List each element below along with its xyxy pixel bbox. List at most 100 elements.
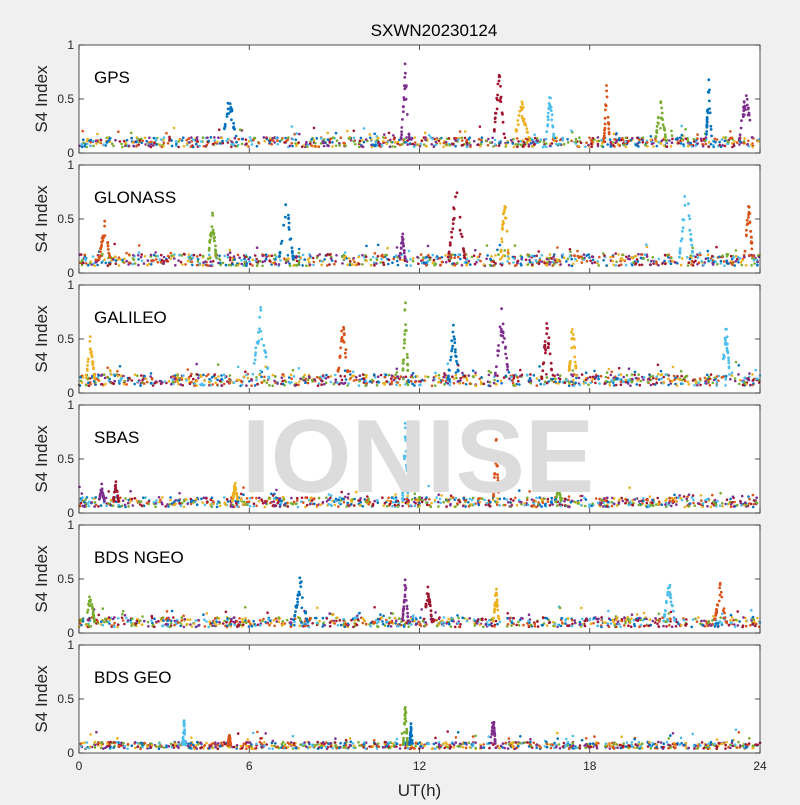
data-point bbox=[571, 328, 574, 331]
data-point bbox=[489, 258, 492, 261]
data-point bbox=[740, 261, 743, 264]
data-point bbox=[462, 249, 465, 252]
data-point bbox=[500, 307, 503, 310]
data-point bbox=[365, 260, 368, 263]
data-point bbox=[666, 145, 669, 148]
data-point bbox=[646, 145, 649, 148]
data-point bbox=[738, 137, 741, 140]
data-point bbox=[216, 384, 219, 387]
data-point bbox=[203, 618, 206, 621]
data-point bbox=[622, 254, 625, 257]
data-point bbox=[234, 482, 237, 485]
data-point bbox=[731, 372, 734, 375]
data-point bbox=[637, 253, 640, 256]
data-point bbox=[755, 369, 758, 372]
data-point bbox=[410, 380, 413, 383]
data-point bbox=[597, 378, 600, 381]
data-point bbox=[672, 499, 675, 502]
data-point bbox=[172, 616, 175, 619]
data-point bbox=[589, 260, 592, 263]
data-point bbox=[670, 130, 673, 133]
data-point bbox=[521, 256, 524, 259]
data-point bbox=[93, 380, 96, 383]
data-point bbox=[434, 384, 437, 387]
data-point bbox=[589, 618, 592, 621]
data-point bbox=[344, 356, 347, 359]
data-point bbox=[103, 220, 106, 223]
axes-face bbox=[79, 165, 760, 273]
data-point bbox=[688, 505, 691, 508]
data-point bbox=[540, 138, 543, 141]
data-point bbox=[255, 376, 258, 379]
data-point bbox=[608, 381, 611, 384]
data-point bbox=[621, 257, 624, 260]
data-point bbox=[89, 348, 92, 351]
data-point bbox=[535, 260, 538, 263]
data-point bbox=[181, 263, 184, 266]
data-point bbox=[587, 253, 590, 256]
data-point bbox=[552, 374, 555, 377]
data-point bbox=[170, 383, 173, 386]
data-point bbox=[609, 138, 612, 141]
data-point bbox=[132, 254, 135, 257]
data-point bbox=[741, 259, 744, 262]
data-point bbox=[603, 497, 606, 500]
data-point bbox=[499, 326, 502, 329]
data-point bbox=[147, 259, 150, 262]
data-point bbox=[652, 145, 655, 148]
data-point bbox=[154, 251, 157, 254]
data-point bbox=[488, 374, 491, 377]
data-point bbox=[183, 253, 186, 256]
data-point bbox=[394, 374, 397, 377]
data-point bbox=[208, 381, 211, 384]
data-point bbox=[707, 260, 710, 263]
data-point bbox=[353, 261, 356, 264]
data-point bbox=[338, 144, 341, 147]
data-point bbox=[501, 240, 504, 243]
data-point bbox=[538, 379, 541, 382]
data-point bbox=[290, 237, 293, 240]
data-point bbox=[536, 620, 539, 623]
data-point bbox=[685, 137, 688, 140]
data-point bbox=[226, 115, 229, 118]
data-point bbox=[136, 499, 139, 502]
data-point bbox=[577, 145, 580, 148]
data-point bbox=[618, 264, 621, 267]
data-point bbox=[757, 140, 760, 143]
data-point bbox=[244, 256, 247, 259]
data-point bbox=[680, 240, 683, 243]
data-point bbox=[452, 331, 455, 334]
data-point bbox=[108, 502, 111, 505]
data-point bbox=[343, 142, 346, 145]
data-point bbox=[538, 365, 541, 368]
data-point bbox=[497, 253, 500, 256]
data-point bbox=[455, 360, 458, 363]
data-point bbox=[166, 610, 169, 613]
data-point bbox=[373, 606, 376, 609]
data-point bbox=[636, 379, 639, 382]
data-point bbox=[573, 338, 576, 341]
data-point bbox=[746, 104, 749, 107]
data-point bbox=[450, 339, 453, 342]
data-point bbox=[500, 382, 503, 385]
data-point bbox=[165, 132, 168, 135]
axes-face bbox=[79, 45, 760, 153]
data-point bbox=[287, 214, 290, 217]
data-point bbox=[451, 347, 454, 350]
data-point bbox=[330, 381, 333, 384]
data-point bbox=[547, 115, 550, 118]
data-point bbox=[497, 83, 500, 86]
data-point bbox=[720, 262, 723, 265]
data-point bbox=[180, 261, 183, 264]
data-point bbox=[188, 378, 191, 381]
data-point bbox=[263, 349, 266, 352]
data-point bbox=[453, 382, 456, 385]
data-point bbox=[578, 377, 581, 380]
data-point bbox=[506, 363, 509, 366]
data-point bbox=[241, 384, 244, 387]
data-point bbox=[570, 338, 573, 341]
data-point bbox=[553, 263, 556, 266]
data-point bbox=[459, 377, 462, 380]
data-point bbox=[127, 505, 130, 508]
data-point bbox=[396, 368, 399, 371]
